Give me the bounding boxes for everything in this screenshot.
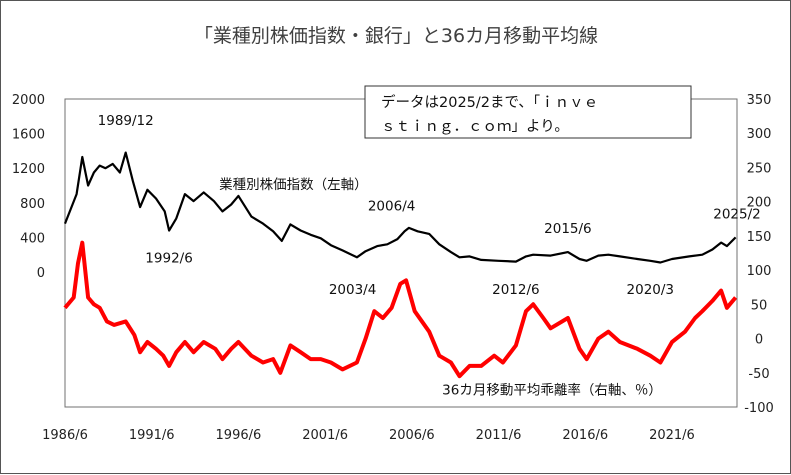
left-tick-label: 400 [20, 231, 45, 246]
chart-title: 「業種別株価指数・銀行」と36カ月移動平均線 [194, 25, 598, 47]
annotation-label: 2003/4 [329, 282, 377, 298]
annotation-label: 36カ月移動平均乖離率（右軸、％） [442, 382, 662, 399]
right-tick-label: 0 [755, 333, 763, 348]
right-axis-ticks: -100 -50 0 50 100 150 200 250 300 350 [744, 93, 774, 416]
right-tick-label: 250 [747, 161, 772, 176]
right-tick-label: 350 [747, 93, 772, 108]
x-tick-label: 2016/6 [562, 428, 608, 443]
annotation-label: 業種別株価指数（左軸） [219, 177, 368, 193]
right-tick-label: 300 [747, 127, 772, 142]
annotation-label: 2012/6 [492, 282, 540, 298]
x-tick-label: 1996/6 [216, 428, 262, 443]
x-tick-label: 2011/6 [476, 428, 522, 443]
bank-index-line [63, 151, 737, 264]
x-tick-label: 2001/6 [302, 428, 348, 443]
x-tick-label: 1991/6 [129, 428, 175, 443]
annotation-label: 1989/12 [98, 113, 154, 129]
x-axis-ticks: 1986/6 1991/6 1996/6 2001/6 2006/6 2011/6 2016… [42, 428, 695, 443]
x-tick-label: 2006/6 [389, 428, 435, 443]
annotation-label: 2006/4 [368, 199, 416, 215]
right-tick-label: 150 [747, 230, 772, 245]
plot-area [64, 98, 738, 408]
note-line-2: ｓｔｉｎｇ．ｃｏｍ」より。 [381, 119, 569, 135]
x-tick-label: 1986/6 [42, 428, 88, 443]
annotation-label: 2025/2 [713, 206, 761, 222]
right-tick-label: 50 [751, 298, 768, 313]
left-tick-label: 0 [37, 266, 45, 281]
annotation-label: 1992/6 [145, 250, 193, 266]
annotation-layer: 1989/12 1992/6 業種別株価指数（左軸）2006/4 2015/6 2025… [98, 113, 761, 399]
series-layer [63, 151, 738, 379]
note-line-1: データは2025/2まで、「ｉｎｖｅ [381, 93, 598, 111]
right-tick-label: 200 [747, 196, 772, 211]
right-tick-label: -50 [748, 367, 769, 382]
deviation-rate-line [63, 240, 738, 379]
left-tick-label: 800 [20, 197, 45, 212]
annotation-label: 2020/3 [627, 282, 675, 298]
right-tick-label: -100 [744, 401, 774, 416]
left-tick-label: 2000 [12, 93, 45, 108]
x-tick-label: 2021/6 [649, 428, 695, 443]
left-tick-label: 1600 [12, 128, 45, 143]
left-tick-label: 1200 [12, 162, 45, 177]
right-tick-label: 100 [747, 264, 772, 279]
left-axis-ticks: 0 400 800 1200 1600 2000 [12, 93, 45, 281]
annotation-label: 2015/6 [544, 221, 592, 237]
note-box: データは2025/2まで、「ｉｎｖｅ ｓｔｉｎｇ．ｃｏｍ」より。 [364, 85, 692, 139]
